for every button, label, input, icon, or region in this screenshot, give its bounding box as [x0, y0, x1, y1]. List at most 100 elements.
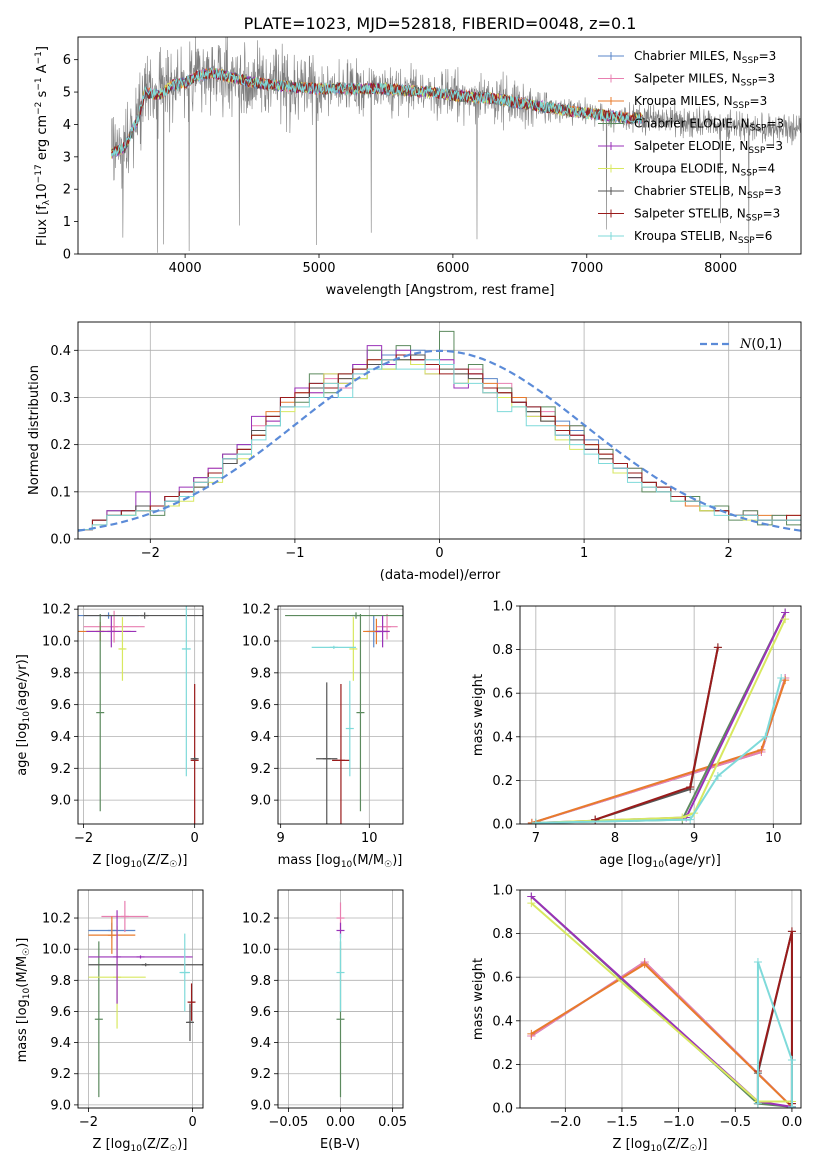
- figure-title: PLATE=1023, MJD=52818, FIBERID=0048, z=0…: [244, 14, 637, 33]
- mass-ebv-panel-xtick-label-0: −0.05: [268, 1115, 308, 1130]
- massweight-z-panel-ytick-label-0: 0.0: [492, 1102, 513, 1117]
- massweight-z-panel-frame: [519, 889, 802, 1109]
- age-mass-panel-ytick-label-5: 10.0: [242, 635, 271, 650]
- age-z-panel: −2 0 9.0 9.2 9.4 9.6 9.8 10.0 10.2 Z [log10(Z/Z☉)…: [15, 603, 204, 870]
- residual-panel: −2 −1 0 1 2 0.0 0.1 0.2 0.3 0.4 N(0,1) (data-model)…: [27, 321, 802, 583]
- spectrum-panel-ytick-label-5: 5: [63, 86, 71, 101]
- massweight-age-panel-marker-5-3: [781, 615, 790, 624]
- massweight-z-panel-marker-2-1: [640, 960, 649, 969]
- massweight-age-panel-ytick-label-3: 0.6: [492, 687, 513, 702]
- spectrum-ylabel: Flux [fλ10−17 erg cm−2 s−1 A−1]: [34, 46, 52, 246]
- massweight-age-panel-line-3: [535, 612, 787, 824]
- residual-panel-ytick-label-2: 0.2: [50, 438, 71, 453]
- mass-z-panel-ytick-label-4: 9.8: [50, 974, 71, 989]
- massweight-age-panel-ylabel: mass weight: [471, 674, 486, 756]
- massweight-z-panel-line-2: [530, 962, 793, 1108]
- residual-ylabel: Normed distribution: [27, 365, 42, 495]
- massweight-age-panel-marker-7-1: [686, 782, 695, 791]
- spectrum-legend-label-1: Salpeter MILES, NSSP=3: [634, 72, 775, 89]
- age-mass-panel-ytick-label-2: 9.4: [250, 730, 271, 745]
- mass-z-panel: −2 0 9.0 9.2 9.4 9.6 9.8 10.0 10.2 Z [log10(Z/Z☉)…: [15, 889, 204, 1154]
- spectrum-xlabel: wavelength [Angstrom, rest frame]: [326, 283, 555, 298]
- mass-ebv-panel-ytick-label-6: 10.2: [242, 912, 271, 927]
- residual-panel-ytick-label-4: 0.4: [50, 344, 71, 359]
- spectrum-legend-label-4: Salpeter ELODIE, NSSP=3: [634, 139, 783, 156]
- mass-z-panel-ytick-label-5: 10.0: [42, 943, 71, 958]
- massweight-age-panel-marker-8-4: [777, 673, 786, 682]
- mass-ebv-panel-ytick-label-5: 10.0: [242, 943, 271, 958]
- massweight-age-panel-ytick-label-0: 0.0: [492, 818, 513, 833]
- spectrum-panel-ytick-label-2: 2: [63, 183, 71, 198]
- massweight-age-panel-line-4: [535, 612, 787, 824]
- massweight-z-panel-marker-8-2: [787, 1056, 796, 1065]
- massweight-age-panel-line-5: [535, 618, 787, 824]
- massweight-age-panel: 7 8 9 10 0.0 0.2 0.4 0.6 0.8 1.0 mass weight age [l…: [471, 600, 802, 870]
- massweight-z-panel-ytick-label-1: 0.2: [492, 1058, 513, 1073]
- massweight-age-panel-xtick-label-3: 10: [765, 831, 782, 846]
- residual-legend-label: N(0,1): [739, 337, 782, 352]
- spectrum-panel-xtick-label-1: 5000: [302, 261, 335, 276]
- residual-panel-xtick-label-4: 2: [725, 546, 733, 561]
- spectrum-panel: 4000 5000 6000 7000 8000 0 1 2 3 4 5 6 Flux [fλ10−17…: [34, 36, 802, 298]
- mass-ebv-panel-plot-area: [278, 890, 403, 1108]
- mass-z-xlabel: Z [log10(Z/Z☉)]: [93, 1137, 188, 1154]
- spectrum-legend-label-5: Kroupa ELODIE, NSSP=4: [634, 162, 775, 179]
- spectrum-panel-ytick-label-6: 6: [63, 53, 71, 68]
- spectrum-panel-xtick-label-2: 6000: [436, 261, 469, 276]
- massweight-age-panel-line-7: [594, 647, 719, 821]
- mass-ebv-panel-ytick-label-3: 9.6: [250, 1005, 271, 1020]
- spectrum-legend-label-7: Salpeter STELIB, NSSP=3: [634, 207, 780, 224]
- age-mass-panel-ytick-label-3: 9.6: [250, 698, 271, 713]
- spectrum-panel-frame: [77, 36, 802, 255]
- massweight-age-panel-marker-8-3: [761, 732, 770, 741]
- mass-ebv-panel-frame: [277, 889, 404, 1109]
- spectrum-panel-xtick-label-3: 7000: [570, 261, 603, 276]
- massweight-z-panel-marker-2-0: [527, 1029, 536, 1038]
- age-z-panel-plot-area: [78, 606, 203, 824]
- residual-panel-plot-area: [78, 322, 801, 539]
- mass-z-panel-ytick-label-0: 9.0: [50, 1098, 71, 1113]
- massweight-age-panel-ytick-label-1: 0.2: [492, 774, 513, 789]
- mass-z-panel-ytick-label-1: 9.2: [50, 1067, 71, 1082]
- residual-xlabel: (data-model)/error: [380, 568, 501, 583]
- spectrum-legend-label-2: Kroupa MILES, NSSP=3: [634, 94, 767, 111]
- mass-ebv-panel-ytick-label-0: 9.0: [250, 1098, 271, 1113]
- massweight-z-panel-line-4: [530, 895, 793, 1108]
- massweight-z-panel-marker-8-3: [787, 1102, 796, 1108]
- massweight-age-panel-marker-7-2: [713, 643, 722, 652]
- spectrum-panel-xtick-label-0: 4000: [169, 261, 202, 276]
- massweight-z-panel-line-3: [530, 895, 793, 1108]
- massweight-z-panel-xtick-label-2: −1.0: [663, 1115, 695, 1130]
- massweight-age-panel-marker-2-2: [781, 676, 790, 685]
- residual-panel-xtick-label-1: −1: [285, 546, 304, 561]
- massweight-age-panel-line-8: [535, 677, 783, 824]
- massweight-z-panel-line-1: [530, 960, 793, 1108]
- age-z-ylabel: age [log10(age/yr)]: [15, 654, 32, 776]
- observed-spectrum-line: [111, 37, 801, 254]
- spectrum-panel-ytick-label-4: 4: [63, 118, 71, 133]
- mass-ebv-panel: −0.05 0.00 0.05 9.0 9.2 9.4 9.6 9.8 10.0 10.2 E(B-…: [242, 889, 407, 1152]
- residual-panel-xtick-label-3: 1: [580, 546, 588, 561]
- massweight-age-panel-frame: [519, 605, 802, 825]
- massweight-age-panel-ytick-label-4: 0.8: [492, 643, 513, 658]
- spectrum-legend-label-0: Chabrier MILES, NSSP=3: [634, 49, 776, 66]
- mass-z-panel-xtick-label-0: −2: [79, 1115, 98, 1130]
- residual-panel-ytick-label-1: 0.1: [50, 485, 71, 500]
- residual-hist-8: [78, 359, 801, 531]
- massweight-z-panel-line-8: [756, 961, 793, 1107]
- massweight-z-panel-marker-8-1: [753, 957, 762, 966]
- residual-panel-xtick-label-2: 0: [435, 546, 443, 561]
- mass-z-panel-ytick-label-3: 9.6: [50, 1005, 71, 1020]
- massweight-z-panel-xtick-label-0: −2.0: [550, 1115, 582, 1130]
- massweight-age-panel-marker-8-1: [686, 815, 695, 824]
- age-mass-panel-ytick-label-4: 9.8: [250, 666, 271, 681]
- mass-z-panel-ytick-label-2: 9.4: [50, 1036, 71, 1051]
- age-z-panel-xtick-label-1: 0: [191, 831, 199, 846]
- massweight-age-panel-marker-2-1: [757, 745, 766, 754]
- spectrum-panel-ytick-label-1: 1: [63, 215, 71, 230]
- massweight-age-panel-ytick-label-2: 0.4: [492, 730, 513, 745]
- mass-z-panel-plot-area: [78, 890, 203, 1108]
- massweight-z-panel-marker-5-0: [527, 899, 536, 908]
- massweight-age-panel-marker-8-2: [713, 772, 722, 781]
